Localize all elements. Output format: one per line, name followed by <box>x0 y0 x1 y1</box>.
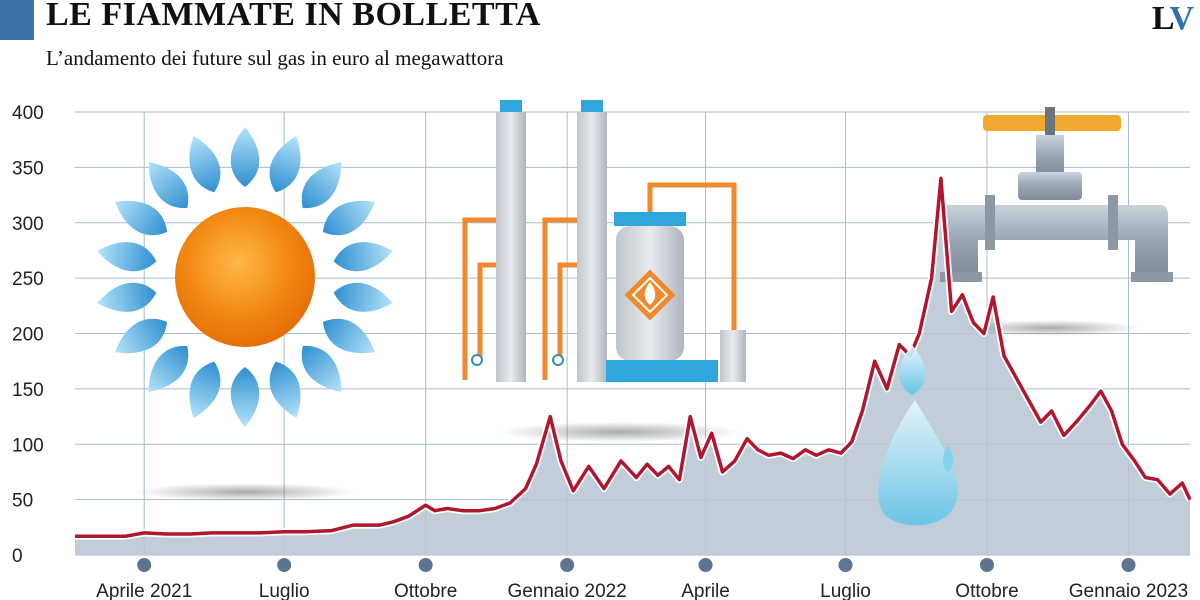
plant-shadow <box>500 422 740 442</box>
sun-petal <box>115 318 168 353</box>
sun-petal <box>322 201 375 236</box>
x-tick-dot <box>979 558 994 572</box>
y-tick-label: 100 <box>12 435 44 456</box>
gas-pipe <box>945 205 1168 275</box>
x-tick-dot <box>560 558 575 572</box>
y-tick-label: 400 <box>12 103 44 124</box>
valve-icon <box>471 354 483 366</box>
sun-petals <box>97 127 393 427</box>
sun-shadow <box>135 483 355 501</box>
x-tick-label: Aprile <box>681 581 730 600</box>
sun-petal <box>269 136 301 193</box>
x-tick-dot <box>418 558 433 572</box>
pipeline-illustration <box>940 107 1173 336</box>
x-tick-label: Aprile 2021 <box>96 581 192 600</box>
sun-petal <box>148 345 189 392</box>
sun-petal <box>230 367 260 427</box>
x-tick-label: Luglio <box>259 581 310 600</box>
sun-icon <box>175 207 315 347</box>
valve-stem <box>1045 107 1055 137</box>
series-line <box>75 176 1192 538</box>
publisher-logo: LV <box>1151 0 1194 37</box>
small-tank <box>720 330 746 382</box>
y-tick-label: 300 <box>12 214 44 235</box>
x-tick-label: Ottobre <box>955 581 1018 600</box>
sun-petal <box>322 318 375 353</box>
y-tick-label: 250 <box>12 269 44 290</box>
pipe-shadow <box>960 320 1140 336</box>
plant-base <box>606 360 718 382</box>
sun-petal <box>97 282 157 312</box>
x-tick-label: Gennaio 2023 <box>1069 581 1188 600</box>
pipe-foot <box>940 272 982 282</box>
pipe-flange <box>985 195 995 250</box>
chart-title: LE FIAMMATE IN BOLLETTA <box>46 0 541 33</box>
sun-petal <box>333 282 393 312</box>
pipe-flange <box>1108 195 1118 250</box>
x-tick-label: Luglio <box>820 581 871 600</box>
valve-body <box>1018 172 1082 200</box>
gas-plant-illustration <box>462 100 746 442</box>
flame-lick-icon <box>942 445 954 472</box>
x-tick-dot <box>1121 558 1136 572</box>
sun-petal <box>189 136 221 193</box>
sun-petal <box>269 361 301 418</box>
line-layer <box>75 174 1194 540</box>
sun-petal <box>148 162 189 209</box>
x-tick-dot <box>137 558 152 572</box>
title-accent-block <box>0 0 34 40</box>
plant-pipes-orange <box>462 217 577 380</box>
x-tick-label: Gennaio 2022 <box>507 581 626 600</box>
sun-petal <box>115 201 168 236</box>
x-axis: Aprile 2021 Luglio Ottobre Gennaio 2022 Apri… <box>96 558 1188 600</box>
flame-symbol-icon <box>644 282 656 305</box>
x-tick-dot <box>277 558 292 572</box>
x-tick-label: Ottobre <box>394 581 457 600</box>
gas-flame-icon <box>878 400 958 526</box>
tower-cap-2 <box>581 100 603 112</box>
tower-cap-1 <box>500 100 522 112</box>
sun-illustration <box>97 127 393 501</box>
x-tick-dot <box>698 558 713 572</box>
y-tick-label: 0 <box>12 546 23 567</box>
sun-petal <box>230 127 260 187</box>
x-tick-dot <box>838 558 853 572</box>
chart-subtitle: L’andamento dei future sul gas in euro a… <box>46 46 504 70</box>
tower-1 <box>496 112 526 382</box>
y-axis: 0 50 100 150 200 250 300 350 400 <box>12 103 44 567</box>
sun-petal <box>189 361 221 418</box>
gas-flame-illustration <box>878 345 958 526</box>
pipe-foot <box>1131 272 1173 282</box>
valve-neck <box>1036 135 1064 175</box>
tower-2 <box>577 112 607 382</box>
small-flame-icon <box>899 345 926 395</box>
sun-petal <box>97 242 157 272</box>
y-tick-label: 50 <box>12 491 33 512</box>
sun-petal <box>301 162 342 209</box>
sun-petal <box>333 242 393 272</box>
y-tick-label: 200 <box>12 325 44 346</box>
tank-top <box>614 212 686 226</box>
tank-pipe <box>647 182 737 330</box>
sun-petal <box>301 345 342 392</box>
valve-icon <box>552 354 564 366</box>
y-tick-label: 150 <box>12 380 44 401</box>
y-tick-label: 350 <box>12 158 44 179</box>
